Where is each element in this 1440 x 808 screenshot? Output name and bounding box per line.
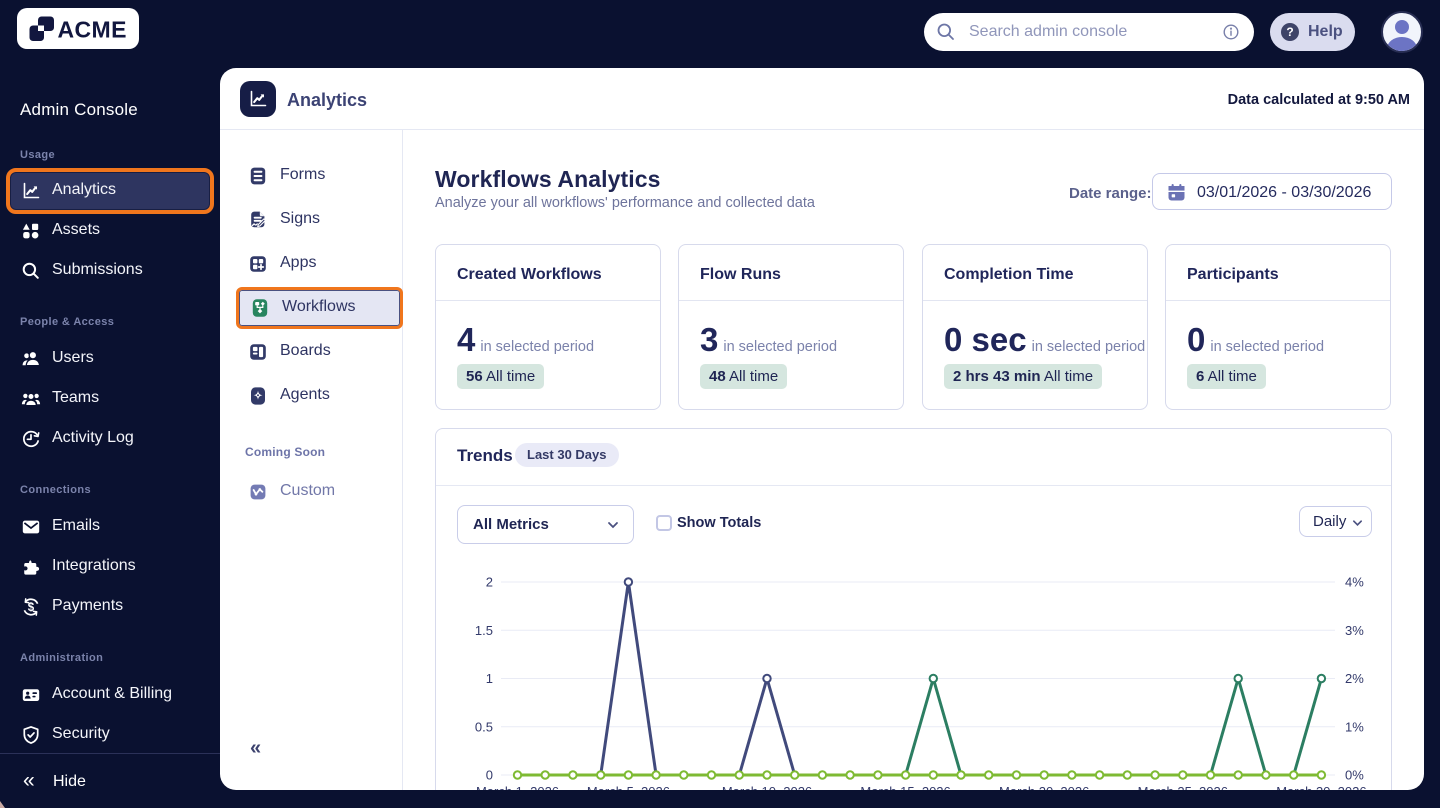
svg-text:March 20, 2026: March 20, 2026 xyxy=(999,784,1089,790)
svg-text:1: 1 xyxy=(486,671,493,686)
svg-text:2%: 2% xyxy=(1345,671,1364,686)
svg-text:0%: 0% xyxy=(1345,768,1364,783)
svg-text:1%: 1% xyxy=(1345,719,1364,734)
svg-text:March 5, 2026: March 5, 2026 xyxy=(587,784,670,790)
svg-text:2: 2 xyxy=(486,575,493,590)
svg-text:0: 0 xyxy=(486,768,493,783)
svg-text:March 15, 2026: March 15, 2026 xyxy=(860,784,950,790)
svg-text:4%: 4% xyxy=(1345,575,1364,590)
svg-text:3%: 3% xyxy=(1345,623,1364,638)
svg-text:1.5: 1.5 xyxy=(475,623,493,638)
svg-text:ACME: ACME xyxy=(58,17,127,43)
svg-text:March 10, 2026: March 10, 2026 xyxy=(722,784,812,790)
svg-text:March 25, 2026: March 25, 2026 xyxy=(1138,784,1228,790)
svg-text:March 30, 2026: March 30, 2026 xyxy=(1276,784,1366,790)
svg-text:$: $ xyxy=(28,602,35,614)
svg-text:March 1, 2026: March 1, 2026 xyxy=(476,784,559,790)
svg-text:0.5: 0.5 xyxy=(475,719,493,734)
